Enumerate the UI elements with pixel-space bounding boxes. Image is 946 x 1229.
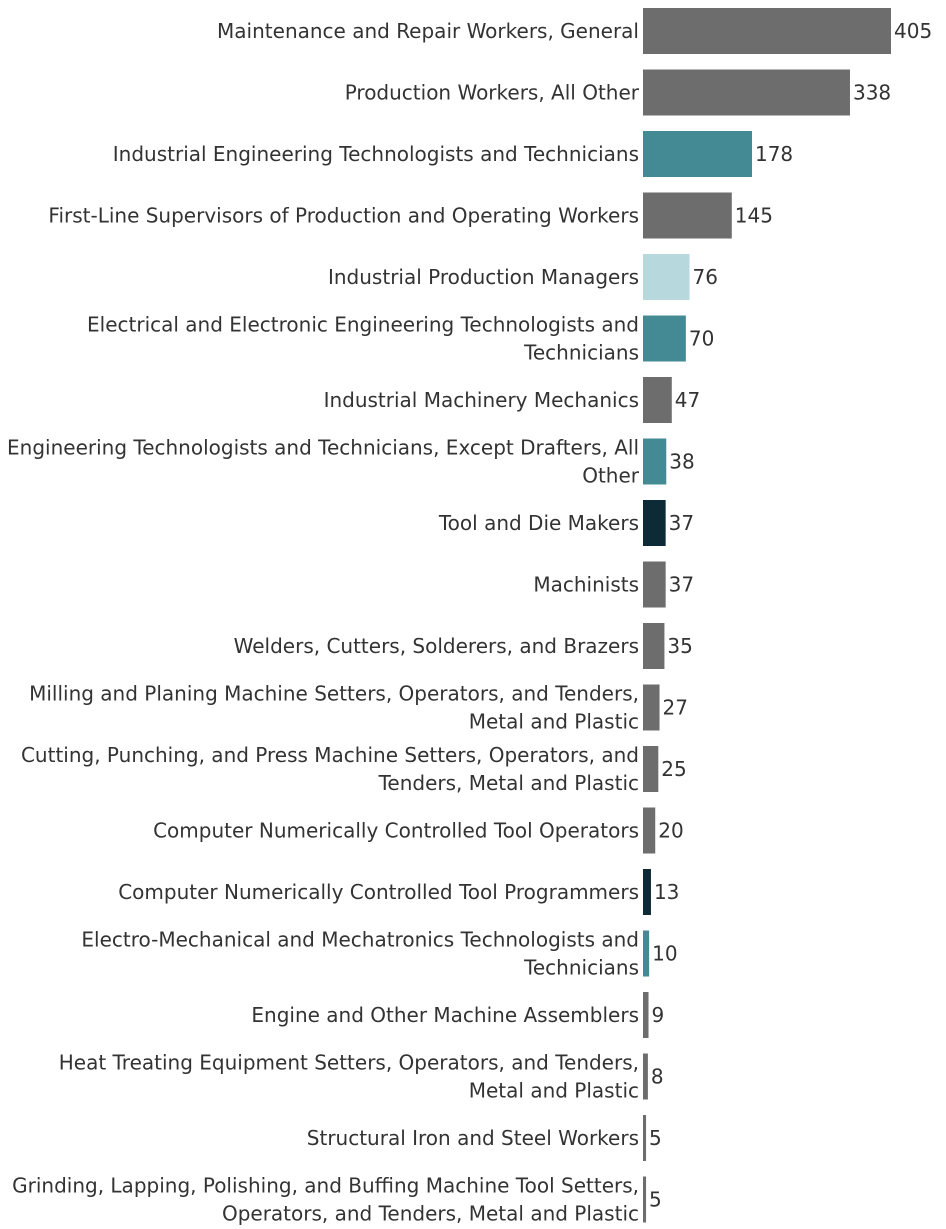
- value-label-8: 38: [669, 450, 694, 474]
- value-label-4: 145: [735, 204, 773, 228]
- category-label-4: First-Line Supervisors of Production and…: [48, 204, 639, 228]
- value-label-6: 70: [689, 327, 714, 351]
- category-label-18-line-1: Heat Treating Equipment Setters, Operato…: [59, 1051, 639, 1075]
- value-label-9: 37: [669, 511, 694, 535]
- category-label-5: Industrial Production Managers: [328, 265, 639, 289]
- category-labels-layer: Maintenance and Repair Workers, General P…: [7, 19, 640, 1226]
- category-label-3: Industrial Engineering Technologists and…: [113, 142, 639, 166]
- category-label-13-line-2: Tenders, Metal and Plastic: [378, 771, 639, 795]
- value-label-1: 405: [894, 19, 932, 43]
- value-label-7: 47: [675, 388, 700, 412]
- value-labels-layer: 405 338 178 145 76 70 47 38 37 37 35 27 25 20 13 10 9 8 5 5: [649, 19, 932, 1212]
- bar-3: [643, 131, 752, 177]
- bar-1: [643, 8, 891, 54]
- category-label-20-line-2: Operators, and Tenders, Metal and Plasti…: [222, 1202, 639, 1226]
- category-label-1: Maintenance and Repair Workers, General: [217, 19, 639, 43]
- category-label-15: Computer Numerically Controlled Tool Pro…: [118, 880, 639, 904]
- bar-7: [643, 377, 672, 423]
- value-label-19: 5: [649, 1126, 662, 1150]
- category-label-16-line-1: Electro-Mechanical and Mechatronics Tech…: [81, 928, 639, 952]
- bar-17: [643, 992, 649, 1038]
- category-label-7: Industrial Machinery Mechanics: [324, 388, 639, 412]
- bar-11: [643, 623, 665, 669]
- category-label-11: Welders, Cutters, Solderers, and Brazers: [234, 634, 639, 658]
- category-label-16-line-2: Technicians: [523, 956, 639, 980]
- bar-20: [643, 1176, 647, 1223]
- value-label-12: 27: [663, 696, 688, 720]
- value-label-10: 37: [669, 573, 694, 597]
- value-label-5: 76: [693, 265, 718, 289]
- category-label-20-line-1: Grinding, Lapping, Polishing, and Buffin…: [12, 1174, 639, 1198]
- category-label-14: Computer Numerically Controlled Tool Ope…: [153, 819, 639, 843]
- bar-14: [643, 807, 656, 854]
- value-label-11: 35: [667, 634, 692, 658]
- bar-9: [643, 500, 666, 546]
- category-label-9: Tool and Die Makers: [438, 511, 639, 535]
- bar-2: [643, 69, 850, 116]
- value-label-17: 9: [652, 1003, 665, 1027]
- bar-18: [643, 1053, 648, 1100]
- category-label-6-line-1: Electrical and Electronic Engineering Te…: [87, 313, 639, 337]
- bar-4: [643, 192, 732, 239]
- bar-15: [643, 869, 651, 915]
- category-label-19: Structural Iron and Steel Workers: [307, 1126, 639, 1150]
- bar-10: [643, 561, 666, 608]
- bar-12: [643, 684, 660, 731]
- category-label-6-line-2: Technicians: [523, 341, 639, 365]
- bar-19: [643, 1115, 647, 1161]
- value-label-13: 25: [661, 757, 686, 781]
- category-label-12-line-2: Metal and Plastic: [469, 710, 639, 734]
- category-label-13-line-1: Cutting, Punching, and Press Machine Set…: [21, 743, 639, 767]
- category-label-17: Engine and Other Machine Assemblers: [251, 1003, 639, 1027]
- bar-6: [643, 315, 686, 362]
- bar-16: [643, 930, 650, 977]
- category-label-12-line-1: Milling and Planing Machine Setters, Ope…: [29, 682, 639, 706]
- value-label-16: 10: [652, 942, 677, 966]
- category-label-8-line-2: Other: [582, 464, 640, 488]
- value-label-15: 13: [654, 880, 679, 904]
- value-label-3: 178: [755, 142, 793, 166]
- value-label-2: 338: [853, 81, 891, 105]
- category-label-8-line-1: Engineering Technologists and Technician…: [7, 436, 639, 460]
- bar-8: [643, 438, 667, 485]
- value-label-18: 8: [651, 1065, 664, 1089]
- category-label-2: Production Workers, All Other: [345, 81, 640, 105]
- bar-13: [643, 746, 659, 792]
- category-label-18-line-2: Metal and Plastic: [469, 1079, 639, 1103]
- bars-layer: [643, 8, 891, 1223]
- value-label-14: 20: [658, 819, 683, 843]
- bar-5: [643, 254, 690, 300]
- category-label-10: Machinists: [533, 573, 639, 597]
- value-label-20: 5: [649, 1188, 662, 1212]
